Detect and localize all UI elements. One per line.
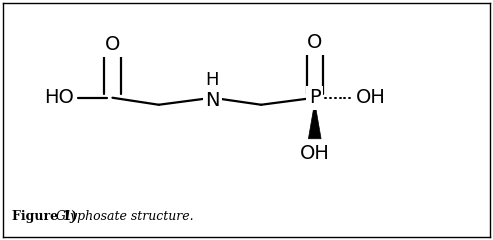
Text: N: N — [205, 90, 219, 110]
Text: O: O — [307, 33, 322, 52]
Text: Figure 1): Figure 1) — [11, 210, 77, 223]
Text: HO: HO — [44, 88, 74, 107]
Text: P: P — [309, 88, 320, 107]
Text: OH: OH — [356, 88, 386, 107]
Text: H: H — [206, 71, 219, 89]
Text: Glyphosate structure.: Glyphosate structure. — [52, 210, 193, 223]
Polygon shape — [309, 102, 321, 139]
Text: OH: OH — [300, 144, 330, 163]
Text: O: O — [105, 36, 120, 54]
